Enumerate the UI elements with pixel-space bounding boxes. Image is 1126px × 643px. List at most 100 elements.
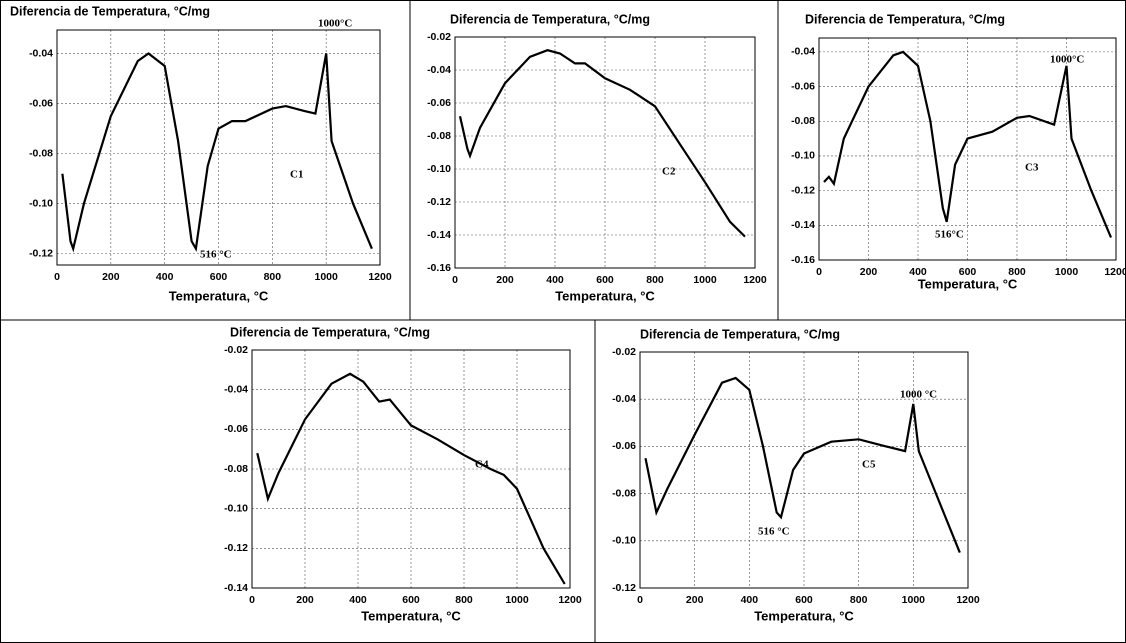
x-tick-label: 800 — [455, 594, 473, 606]
x-tick-label: 200 — [686, 594, 704, 606]
x-tick-label: 0 — [54, 271, 60, 283]
annotation: C3 — [1025, 162, 1039, 174]
x-tick-label: 800 — [850, 594, 868, 606]
x-tick-label: 1000 — [314, 271, 338, 283]
data-line — [256, 372, 566, 585]
y-tick-label: -0.04 — [612, 393, 636, 405]
x-tick-label: 1200 — [743, 274, 767, 286]
annotation: C4 — [475, 459, 489, 471]
plot-frame — [818, 37, 1117, 261]
x-axis-label: Temperatura, °C — [754, 608, 854, 623]
y-tick-label: -0.14 — [427, 229, 451, 241]
y-tick-label: -0.14 — [224, 582, 248, 594]
plot-frame — [454, 36, 756, 269]
y-tick-label: -0.12 — [612, 582, 636, 594]
x-tick-label: 0 — [249, 594, 255, 606]
x-tick-label: 1000 — [902, 594, 926, 606]
data-line — [644, 376, 961, 554]
y-tick-label: -0.14 — [791, 219, 815, 231]
chart-title: Diferencia de Temperatura, °C/mg — [230, 325, 430, 339]
x-tick-label: 1200 — [956, 594, 980, 606]
x-tick-label: 400 — [546, 274, 564, 286]
plot-frame — [251, 349, 571, 589]
plot-frame — [639, 351, 969, 589]
x-tick-label: 1200 — [558, 594, 582, 606]
x-tick-label: 600 — [596, 274, 614, 286]
y-tick-label: -0.08 — [791, 115, 815, 127]
x-tick-label: 600 — [959, 266, 977, 278]
annotation: 1000 °C — [900, 389, 937, 401]
y-tick-label: -0.04 — [29, 47, 53, 59]
x-tick-label: 800 — [264, 271, 282, 283]
y-tick-label: -0.06 — [791, 80, 815, 92]
x-tick-label: 400 — [741, 594, 759, 606]
chart-title: Diferencia de Temperatura, °C/mg — [450, 12, 650, 26]
x-axis-label: Temperatura, °C — [918, 276, 1018, 291]
x-tick-label: 400 — [349, 594, 367, 606]
x-axis-label: Temperatura, °C — [361, 608, 461, 623]
y-tick-label: -0.10 — [427, 163, 451, 175]
y-tick-label: -0.12 — [29, 248, 53, 260]
y-tick-label: -0.08 — [224, 463, 248, 475]
chart-title: Diferencia de Temperatura, °C/mg — [10, 4, 210, 18]
y-tick-label: -0.10 — [612, 535, 636, 547]
y-tick-label: -0.16 — [791, 254, 815, 266]
y-tick-label: -0.02 — [427, 31, 451, 43]
annotation: C2 — [662, 166, 676, 178]
data-line — [823, 50, 1113, 238]
x-tick-label: 200 — [102, 271, 120, 283]
data-line — [458, 49, 746, 238]
y-tick-label: -0.08 — [29, 147, 53, 159]
x-tick-label: 600 — [402, 594, 420, 606]
x-axis-label: Temperatura, °C — [169, 288, 269, 303]
x-tick-label: 1000 — [693, 274, 717, 286]
x-tick-label: 400 — [909, 266, 927, 278]
annotation: 516°C — [935, 229, 964, 241]
y-tick-label: -0.02 — [612, 346, 636, 358]
x-tick-label: 1000 — [505, 594, 529, 606]
y-tick-label: -0.06 — [612, 440, 636, 452]
x-tick-label: 200 — [296, 594, 314, 606]
x-tick-label: 200 — [860, 266, 878, 278]
y-tick-label: -0.04 — [427, 64, 451, 76]
annotation: 1000°C — [1050, 54, 1084, 66]
x-tick-label: 200 — [496, 274, 514, 286]
x-tick-label: 800 — [1008, 266, 1026, 278]
y-tick-label: -0.08 — [427, 130, 451, 142]
x-tick-label: 1200 — [368, 271, 392, 283]
annotation: C5 — [862, 459, 876, 471]
plot-frame — [56, 29, 381, 266]
y-tick-label: -0.12 — [224, 542, 248, 554]
x-tick-label: 600 — [795, 594, 813, 606]
x-axis-label: Temperatura, °C — [555, 288, 655, 303]
x-tick-label: 1000 — [1055, 266, 1079, 278]
y-tick-label: -0.12 — [791, 184, 815, 196]
chart-title: Diferencia de Temperatura, °C/mg — [805, 12, 1005, 26]
chart-title: Diferencia de Temperatura, °C/mg — [640, 327, 840, 341]
x-tick-label: 800 — [646, 274, 664, 286]
y-tick-label: -0.06 — [224, 423, 248, 435]
y-tick-label: -0.08 — [612, 487, 636, 499]
y-tick-label: -0.02 — [224, 344, 248, 356]
y-tick-label: -0.12 — [427, 196, 451, 208]
data-line — [61, 52, 373, 253]
y-tick-label: -0.04 — [791, 46, 815, 58]
x-tick-label: 0 — [816, 266, 822, 278]
y-tick-label: -0.16 — [427, 262, 451, 274]
x-tick-label: 400 — [156, 271, 174, 283]
x-tick-label: 600 — [210, 271, 228, 283]
x-tick-label: 0 — [452, 274, 458, 286]
y-tick-label: -0.10 — [791, 150, 815, 162]
y-tick-label: -0.04 — [224, 383, 248, 395]
annotation: 1000°C — [318, 18, 352, 30]
y-tick-label: -0.06 — [29, 97, 53, 109]
y-tick-label: -0.10 — [29, 197, 53, 209]
y-tick-label: -0.06 — [427, 97, 451, 109]
x-tick-label: 0 — [637, 594, 643, 606]
annotation: C1 — [290, 169, 303, 181]
annotation: 516 °C — [200, 249, 232, 261]
y-tick-label: -0.10 — [224, 502, 248, 514]
x-tick-label: 1200 — [1104, 266, 1126, 278]
annotation: 516 °C — [758, 526, 790, 538]
